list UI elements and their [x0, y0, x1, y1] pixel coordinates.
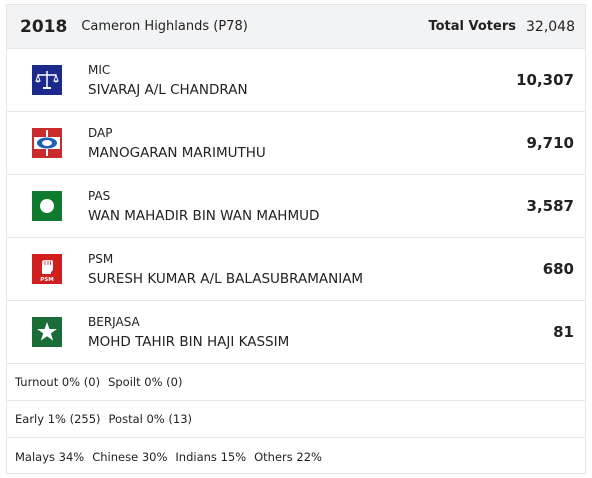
party-name: BERJASA [88, 314, 140, 329]
vote-count: 3,587 [526, 197, 574, 215]
turnout-stat: Turnout 0% (0) [15, 375, 101, 389]
moon-circle-icon [32, 191, 62, 221]
ethnic-breakdown-row: Malays 34% Chinese 30% Indians 15% Other… [7, 438, 585, 473]
candidate-name: SURESH KUMAR A/L BALASUBRAMANIAM [88, 270, 364, 287]
candidate-name: WAN MAHADIR BIN WAN MAHMUD [88, 207, 320, 224]
party-name: DAP [88, 125, 113, 140]
candidate-name: SIVARAJ A/L CHANDRAN [88, 81, 248, 98]
scales-icon [32, 65, 62, 95]
candidate-row: BERJASA MOHD TAHIR BIN HAJI KASSIM 81 [7, 301, 585, 364]
spoilt-stat: Spoilt 0% (0) [108, 375, 183, 389]
chinese-stat: Chinese 30% [92, 449, 168, 464]
candidate-row: PSM PSM SURESH KUMAR A/L BALASUBRAMANIAM… [7, 238, 585, 301]
indians-stat: Indians 15% [175, 449, 247, 464]
candidate-name: MOHD TAHIR BIN HAJI KASSIM [88, 333, 290, 350]
result-header: 2018 Cameron Highlands (P78) Total Voter… [7, 5, 585, 49]
candidate-name: MANOGARAN MARIMUTHU [88, 144, 266, 161]
fist-icon: PSM [32, 254, 62, 284]
postal-stat: Postal 0% (13) [108, 412, 192, 426]
others-stat: Others 22% [254, 449, 322, 464]
party-name: PSM [88, 251, 114, 266]
star-icon [32, 317, 62, 347]
party-name: PAS [88, 188, 111, 203]
malays-stat: Malays 34% [15, 449, 85, 464]
turnout-row: Turnout 0% (0) Spoilt 0% (0) [7, 364, 585, 401]
early-stat: Early 1% (255) [15, 412, 101, 426]
election-result-card: 2018 Cameron Highlands (P78) Total Voter… [6, 4, 586, 474]
party-name: MIC [88, 62, 111, 77]
rocket-eye-icon [32, 128, 62, 158]
total-voters-label: Total Voters [428, 19, 516, 34]
early-postal-row: Early 1% (255) Postal 0% (13) [7, 401, 585, 438]
vote-count: 81 [553, 323, 574, 341]
vote-count: 680 [542, 260, 574, 278]
candidate-row: MIC SIVARAJ A/L CHANDRAN 10,307 [7, 49, 585, 112]
total-voters-value: 32,048 [526, 18, 575, 35]
candidate-row: PAS WAN MAHADIR BIN WAN MAHMUD 3,587 [7, 175, 585, 238]
vote-count: 9,710 [526, 134, 574, 152]
election-year: 2018 [20, 16, 68, 37]
vote-count: 10,307 [516, 71, 574, 89]
psm-logo-text: PSM [40, 277, 53, 283]
seat-name: Cameron Highlands (P78) [81, 19, 248, 34]
candidate-row: DAP MANOGARAN MARIMUTHU 9,710 [7, 112, 585, 175]
